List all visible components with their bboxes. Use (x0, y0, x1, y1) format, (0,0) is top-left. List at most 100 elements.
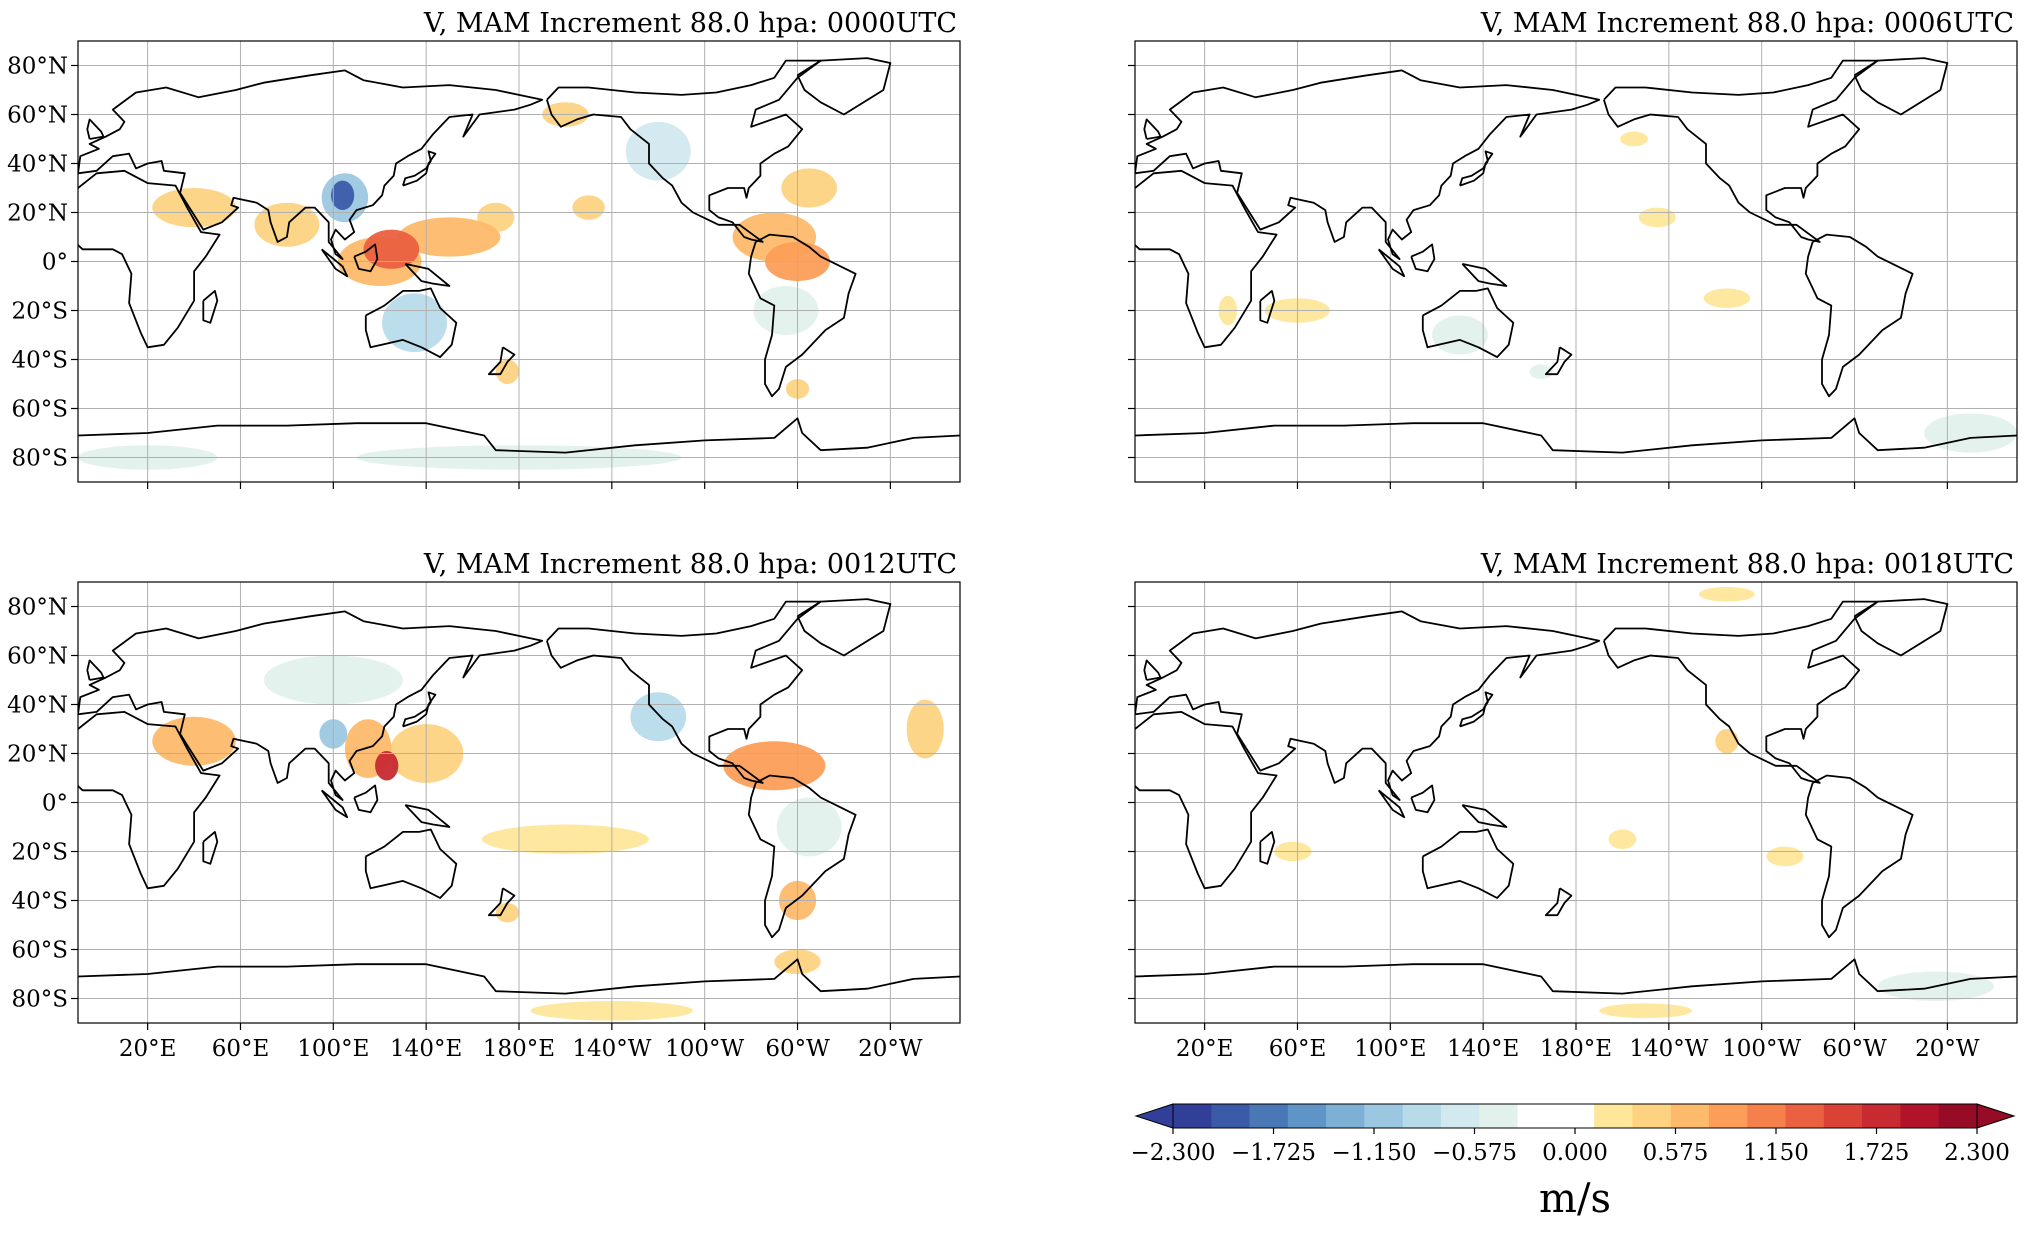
increment-blob (1715, 729, 1739, 754)
latitude-ticks (1128, 64, 1135, 459)
longitude-tick-label: 140°E (1447, 1036, 1519, 1062)
latitude-tick-label: 60°S (11, 397, 68, 423)
europe-asia-coast (78, 610, 544, 801)
latitude-tick-label: 40°S (11, 889, 68, 915)
colorbar-segment (1441, 1104, 1480, 1128)
colorbar-extend-high (1976, 1103, 2016, 1129)
japan-coast (402, 150, 437, 187)
greenland-coast (1853, 57, 1949, 116)
africa-coast (78, 169, 221, 349)
sumatra-coast (1377, 248, 1406, 278)
colorbar-tick-label: 0.575 (1643, 1140, 1709, 1166)
japan-coast (402, 691, 437, 728)
new-guinea-coast (404, 263, 451, 287)
madagascar-coast (202, 831, 219, 865)
colorbar-segment (1670, 1104, 1710, 1128)
south-america-coast (1804, 774, 1914, 939)
colorbar-segment (1517, 1104, 1557, 1128)
colorbar-segment (1211, 1104, 1251, 1128)
increment-blob (1638, 207, 1676, 228)
antarctica-coast (1135, 958, 2017, 995)
north-america-coast (546, 600, 822, 784)
colorbar-tick-label: 1.725 (1844, 1140, 1910, 1166)
africa-coast (1135, 169, 1278, 349)
australia-coast (364, 287, 458, 358)
coastlines (78, 598, 960, 995)
sumatra-coast (320, 789, 349, 819)
longitude-tick-labels: 20°E 60°E 100°E 140°E 180°E 140°W 100°W 60°W 20°… (1176, 1023, 1980, 1062)
sumatra-coast (320, 248, 349, 278)
longitude-tick-label: 60°E (212, 1036, 270, 1062)
latitude-tick-label: 20°S (11, 299, 68, 325)
increment-blob (1529, 364, 1553, 380)
colorbar-segment (1326, 1104, 1365, 1128)
new-guinea-coast (404, 804, 451, 828)
latitude-tick-label: 80°S (11, 987, 68, 1013)
increment-blob (152, 716, 236, 766)
greenland-coast (796, 598, 892, 657)
japan-coast (1459, 150, 1494, 187)
colorbar-tick-labels: −2.300 −1.725 −1.150 −0.575 0.000 0.575 1.150 1… (1130, 1128, 2010, 1166)
new-guinea-coast (1461, 804, 1508, 828)
colorbar-segment (1862, 1104, 1901, 1128)
borneo-coast (353, 243, 379, 273)
borneo-coast (1410, 243, 1436, 273)
latitude-tick-label: 80°N (7, 595, 68, 621)
colorbar-segment (1823, 1104, 1863, 1128)
north-america-coast (1603, 600, 1879, 784)
africa-coast (1135, 711, 1278, 890)
longitude-tick-label: 60°E (1269, 1036, 1327, 1062)
coastlines (1135, 598, 2017, 995)
latitude-ticks (1128, 605, 1135, 1000)
borneo-coast (1410, 784, 1436, 814)
uk-coast (86, 118, 105, 140)
increment-blob (1620, 131, 1648, 147)
colorbar-segment (1632, 1104, 1672, 1128)
increment-blob (906, 699, 944, 759)
increment-blob (330, 180, 355, 211)
latitude-tick-label: 0° (42, 250, 68, 276)
increment-blob (152, 188, 236, 228)
latitude-tick-labels: 80°N 60°N 40°N 20°N 0° 20°S 40°S 60°S 80°S (7, 54, 78, 472)
increment-field (1218, 131, 2017, 453)
colorbar-segment (1249, 1104, 1289, 1128)
panel-title: V, MAM Increment 88.0 hpa: 0012UTC (423, 549, 957, 580)
colorbar-segment (1785, 1104, 1825, 1128)
increment-blob (1766, 846, 1804, 867)
coastlines (78, 57, 960, 454)
colorbar-segment (1900, 1104, 1940, 1128)
madagascar-coast (1259, 831, 1276, 865)
map-panel-0000utc: V, MAM Increment 88.0 hpa: 0000UTC 80°N 6… (7, 8, 961, 489)
increment-blob (398, 217, 501, 257)
latitude-tick-label: 60°N (7, 103, 68, 129)
longitude-tick-label: 20°E (1176, 1036, 1234, 1062)
sumatra-coast (1377, 789, 1406, 819)
latitude-tick-label: 80°S (11, 446, 68, 472)
increment-blob (572, 195, 605, 220)
increment-blob (1924, 413, 2017, 453)
longitude-ticks (147, 482, 891, 489)
increment-blob (495, 902, 519, 923)
colorbar-segment (1479, 1104, 1519, 1128)
increment-blob (1703, 288, 1751, 309)
colorbar-tick-label: −2.300 (1130, 1140, 1215, 1166)
increment-blob (1599, 1003, 1693, 1019)
colorbar-tick-label: 0.000 (1542, 1140, 1608, 1166)
increment-blob (375, 751, 399, 781)
panel-title: V, MAM Increment 88.0 hpa: 0000UTC (423, 8, 957, 39)
south-america-coast (747, 233, 857, 398)
colorbar: −2.300 −1.725 −1.150 −0.575 0.000 0.575 1.150 1… (1130, 1103, 2016, 1222)
increment-blob (495, 359, 519, 384)
increment-blob (781, 168, 837, 208)
latitude-tick-label: 80°N (7, 54, 68, 80)
greenland-coast (1853, 598, 1949, 657)
australia-coast (364, 828, 458, 899)
new-zealand-coast (487, 346, 516, 376)
longitude-tick-labels: 20°E 60°E 100°E 140°E 180°E 140°W 100°W 60°W 20°… (119, 1023, 923, 1062)
colorbar-extend-low (1134, 1103, 1174, 1129)
uk-coast (1143, 659, 1162, 681)
latitude-tick-label: 0° (42, 791, 68, 817)
south-america-coast (747, 774, 857, 939)
north-america-coast (546, 59, 822, 243)
latitude-tick-label: 40°S (11, 348, 68, 374)
